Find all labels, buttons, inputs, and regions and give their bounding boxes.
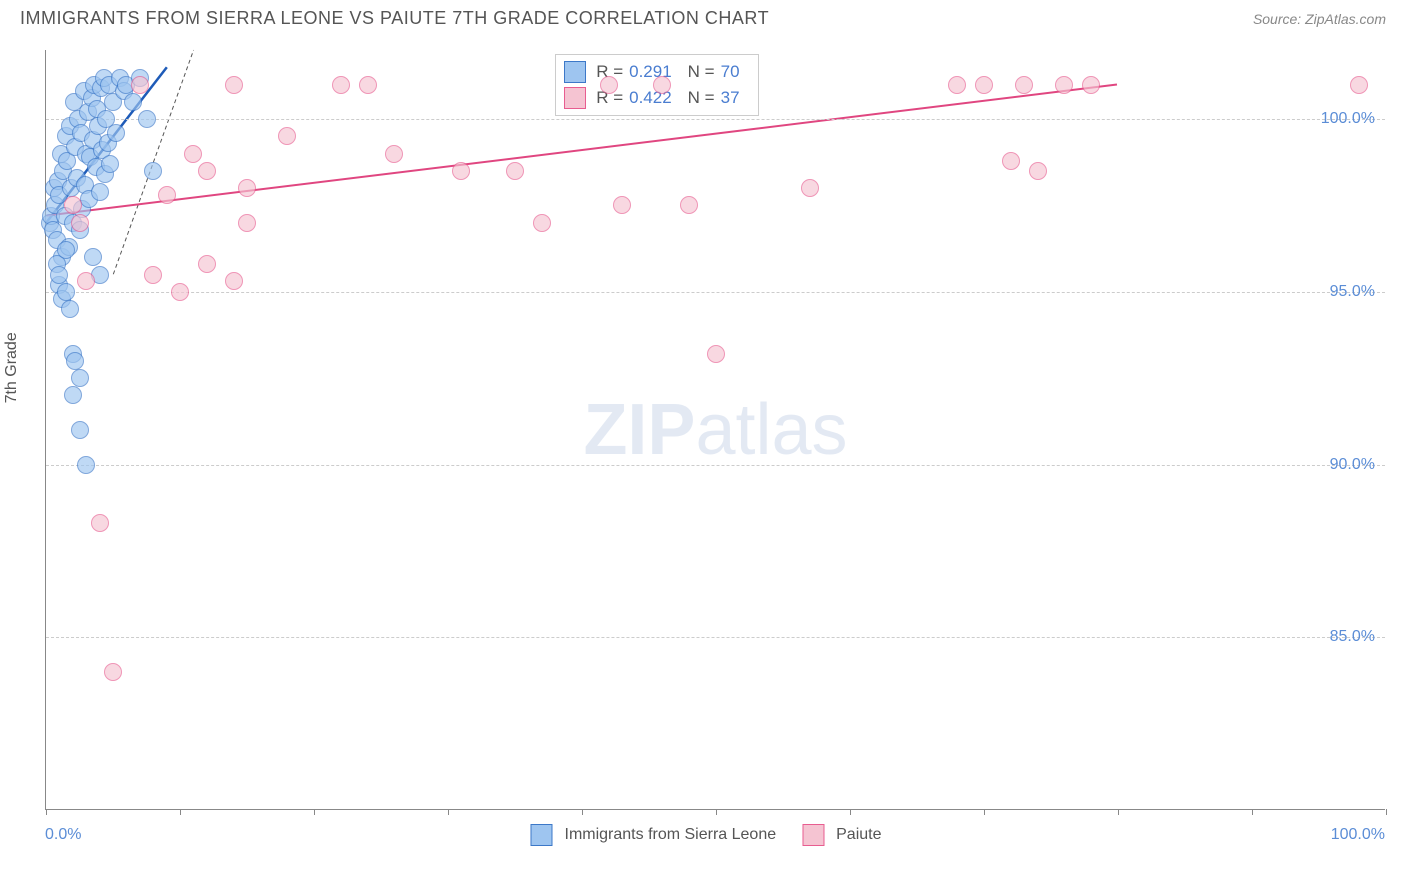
data-point [77, 456, 95, 474]
data-point [225, 76, 243, 94]
data-point [144, 266, 162, 284]
data-point [1015, 76, 1033, 94]
data-point [707, 345, 725, 363]
x-tick [448, 809, 449, 815]
gridline [46, 292, 1385, 293]
y-tick-label: 85.0% [1330, 628, 1375, 646]
data-point [385, 145, 403, 163]
data-point [104, 663, 122, 681]
data-point [124, 93, 142, 111]
legend-label: Immigrants from Sierra Leone [564, 826, 776, 844]
data-point [452, 162, 470, 180]
x-tick [984, 809, 985, 815]
legend-label: Paiute [836, 826, 881, 844]
data-point [198, 255, 216, 273]
x-axis: 0.0% Immigrants from Sierra LeonePaiute … [45, 820, 1385, 850]
data-point [71, 369, 89, 387]
data-point [533, 214, 551, 232]
data-point [84, 248, 102, 266]
data-point [158, 186, 176, 204]
data-point [138, 110, 156, 128]
y-tick-label: 95.0% [1330, 283, 1375, 301]
x-tick [582, 809, 583, 815]
source-label: Source: ZipAtlas.com [1253, 11, 1386, 27]
legend-swatch [530, 824, 552, 846]
x-tick [1386, 809, 1387, 815]
data-point [66, 352, 84, 370]
data-point [600, 76, 618, 94]
data-point [61, 300, 79, 318]
data-point [91, 514, 109, 532]
regression-lines [46, 50, 1385, 809]
data-point [653, 76, 671, 94]
data-point [64, 196, 82, 214]
data-point [107, 124, 125, 142]
gridline [46, 119, 1385, 120]
data-point [278, 127, 296, 145]
data-point [198, 162, 216, 180]
x-tick [716, 809, 717, 815]
data-point [238, 214, 256, 232]
data-point [57, 241, 75, 259]
gridline [46, 637, 1385, 638]
x-tick [46, 809, 47, 815]
data-point [948, 76, 966, 94]
y-axis-label: 7th Grade [3, 332, 21, 403]
data-point [71, 421, 89, 439]
data-point [613, 196, 631, 214]
x-tick [1118, 809, 1119, 815]
chart-title: IMMIGRANTS FROM SIERRA LEONE VS PAIUTE 7… [20, 8, 769, 29]
data-point [91, 183, 109, 201]
data-point [131, 76, 149, 94]
data-point [975, 76, 993, 94]
data-point [50, 266, 68, 284]
data-point [332, 76, 350, 94]
data-point [506, 162, 524, 180]
data-point [144, 162, 162, 180]
bottom-legend: Immigrants from Sierra Leone Paiute [530, 824, 899, 846]
data-point [1055, 76, 1073, 94]
data-point [101, 155, 119, 173]
data-point [225, 272, 243, 290]
data-point [1002, 152, 1020, 170]
data-point [1082, 76, 1100, 94]
data-point [71, 214, 89, 232]
y-tick-label: 90.0% [1330, 456, 1375, 474]
data-point [238, 179, 256, 197]
data-point [77, 272, 95, 290]
data-point [1350, 76, 1368, 94]
data-point [1029, 162, 1047, 180]
gridline [46, 465, 1385, 466]
data-point [57, 283, 75, 301]
x-tick [1252, 809, 1253, 815]
scatter-plot: ZIPatlas R = 0.291N = 70R = 0.422N = 37 … [45, 50, 1385, 810]
data-point [801, 179, 819, 197]
data-point [359, 76, 377, 94]
x-tick [180, 809, 181, 815]
x-tick [850, 809, 851, 815]
data-point [64, 386, 82, 404]
x-min-label: 0.0% [45, 826, 81, 844]
x-max-label: 100.0% [1331, 826, 1385, 844]
x-tick [314, 809, 315, 815]
data-point [171, 283, 189, 301]
legend-swatch [802, 824, 824, 846]
data-point [680, 196, 698, 214]
y-tick-label: 100.0% [1321, 110, 1375, 128]
data-point [184, 145, 202, 163]
